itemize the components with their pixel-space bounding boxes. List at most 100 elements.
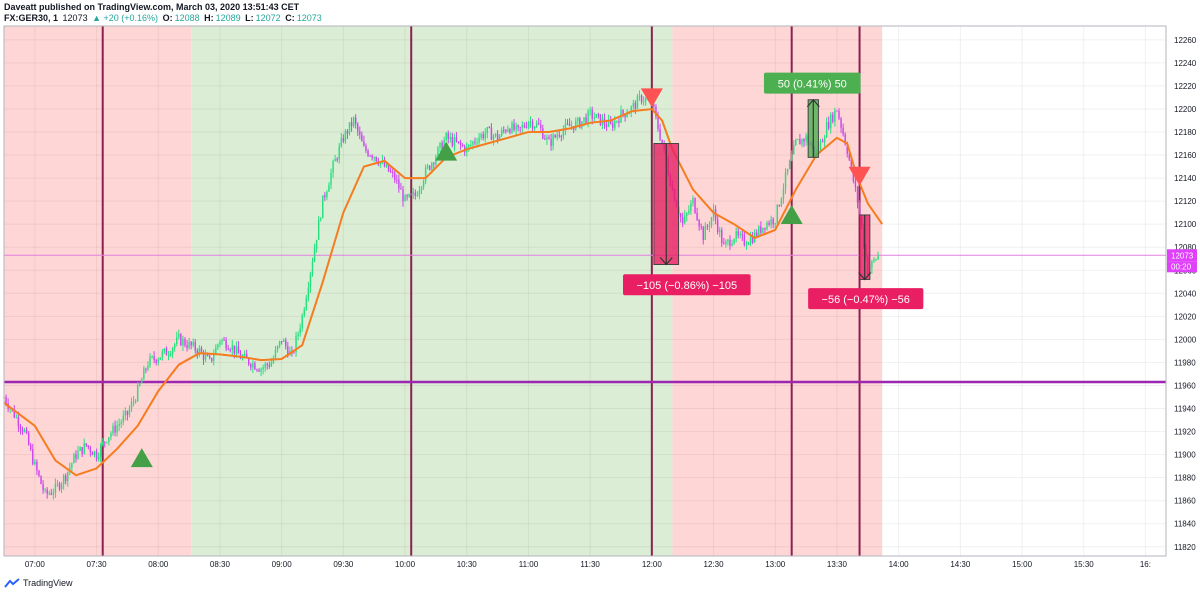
candle-body	[101, 441, 104, 445]
candle-body	[749, 236, 752, 244]
candle-body	[449, 137, 452, 139]
candle-body	[268, 365, 271, 367]
candle-body	[182, 339, 184, 346]
candle-body	[171, 348, 174, 355]
candle-body	[846, 144, 848, 154]
candle-body	[778, 204, 781, 206]
candle-body	[367, 150, 369, 156]
candle-body	[679, 213, 682, 218]
candle-body	[420, 187, 423, 191]
candle-body	[834, 110, 836, 122]
candle-body	[476, 142, 478, 144]
candle-body	[128, 409, 131, 415]
candle-body	[155, 359, 157, 363]
candle-body	[17, 417, 20, 427]
x-tick-label: 07:00	[25, 560, 46, 569]
tradingview-brand[interactable]: TradingView	[4, 578, 73, 588]
candle-body	[503, 130, 505, 132]
candle-body	[624, 113, 626, 117]
candle-body	[188, 341, 190, 348]
candle-body	[461, 144, 464, 147]
y-tick-label: 11960	[1174, 381, 1196, 390]
measure-tools[interactable]: −105 (−0.86%) −105 50 (0.41%) 50 −56 (−0.4…	[623, 72, 924, 310]
candle-body	[533, 126, 536, 129]
y-tick-label: 12200	[1174, 105, 1197, 114]
candle-body	[745, 244, 748, 246]
buy-signal-triangle	[435, 141, 458, 161]
candle-body	[387, 164, 390, 172]
candle-body	[760, 226, 762, 233]
candle-body	[359, 131, 361, 135]
high-label: H:	[204, 13, 214, 23]
candle-body	[751, 236, 754, 243]
candle-body	[245, 353, 248, 359]
candle-body	[62, 475, 65, 485]
candle-body	[132, 401, 135, 403]
candle-body	[492, 135, 495, 140]
candle-body	[692, 198, 694, 204]
candle-body	[73, 454, 75, 464]
candle-body	[30, 444, 32, 450]
x-tick-label: 10:00	[395, 560, 416, 569]
candle-body	[85, 443, 87, 446]
candle-body	[858, 202, 861, 216]
candle-body	[825, 122, 828, 138]
candle-body	[270, 362, 273, 367]
candle-body	[511, 123, 513, 133]
candle-body	[330, 172, 332, 186]
y-tick-label: 12220	[1174, 82, 1197, 91]
candle-body	[653, 104, 655, 107]
candle-body	[165, 348, 168, 356]
x-tick-label: 08:00	[148, 560, 169, 569]
candle-body	[180, 334, 182, 346]
candle-body	[688, 210, 690, 214]
candle-body	[823, 137, 826, 143]
measure-label-box	[763, 72, 861, 94]
candle-body	[243, 353, 246, 357]
candle-body	[599, 114, 602, 126]
y-tick-label: 12180	[1174, 128, 1197, 137]
candle-body	[570, 126, 573, 128]
candle-body	[299, 328, 301, 334]
candle-body	[455, 137, 458, 142]
candle-body	[850, 159, 853, 167]
high-value: 12089	[215, 13, 241, 23]
candle-body	[468, 144, 470, 147]
candle-body	[500, 130, 503, 136]
candle-body	[805, 135, 807, 142]
x-tick-label: 12:30	[704, 560, 725, 569]
y-tick-label: 12160	[1174, 151, 1197, 160]
candle-body	[317, 219, 320, 240]
candle-body	[612, 123, 614, 129]
y-tick-label: 11880	[1174, 474, 1196, 483]
candle-body	[632, 103, 635, 107]
candle-body	[727, 239, 729, 242]
candle-body	[81, 447, 83, 454]
candle-body	[453, 137, 456, 146]
candle-body	[472, 141, 474, 145]
candle-body	[607, 120, 610, 127]
candle-body	[357, 123, 359, 132]
candle-body	[208, 355, 211, 358]
symbol-label[interactable]: FX:GER30, 1	[4, 13, 59, 23]
y-tick-label: 11980	[1174, 358, 1196, 367]
candle-body	[698, 220, 700, 227]
plot-border	[3, 25, 1167, 557]
candle-body	[217, 344, 219, 348]
candle-body	[575, 121, 577, 130]
candle-body	[231, 345, 234, 350]
candle-body	[126, 410, 129, 415]
buy-signal-triangle	[130, 448, 153, 468]
candle-body	[112, 425, 114, 434]
candle-body	[799, 139, 801, 145]
candle-body	[821, 141, 824, 143]
candle-body	[13, 409, 16, 418]
candle-body	[48, 493, 50, 495]
candle-body	[422, 181, 425, 188]
candle-body	[95, 451, 98, 460]
candle-body	[801, 139, 803, 145]
candle-body	[198, 348, 201, 355]
candle-body	[523, 125, 526, 127]
candle-body	[424, 167, 427, 182]
